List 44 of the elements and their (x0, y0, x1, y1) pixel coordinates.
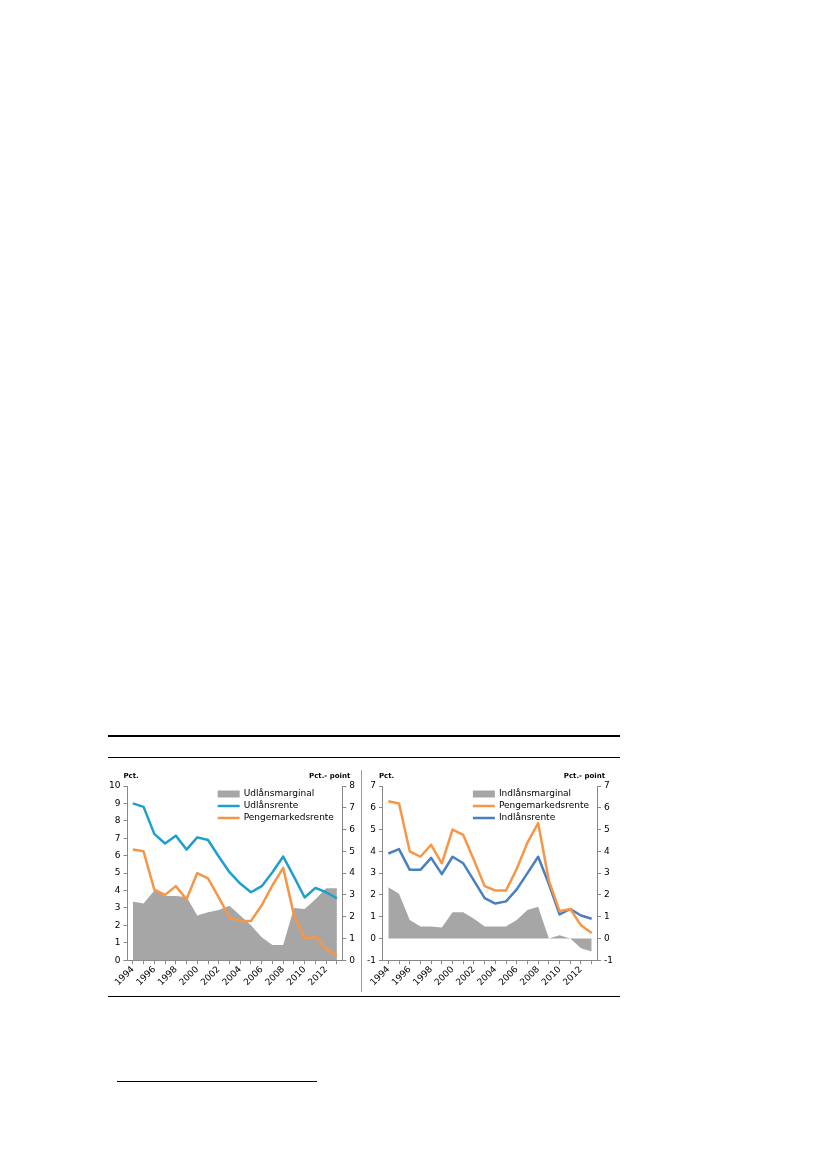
y-tick-label: 0 (370, 932, 377, 943)
y-tick-label: 2 (114, 919, 121, 930)
y2-tick-label: 0 (349, 954, 356, 965)
y-tick-label: 10 (109, 780, 121, 791)
y-tick-label: 4 (114, 884, 121, 895)
y2-tick-label: 3 (349, 889, 356, 900)
y2-tick-label: 4 (349, 867, 356, 878)
y2-tick-label: 1 (604, 910, 610, 921)
y-tick-label: 4 (370, 845, 377, 856)
legend-label: Indlånsmarginal (498, 788, 572, 799)
y2-tick-label: 7 (604, 780, 610, 791)
y2-tick-label: 4 (604, 845, 611, 856)
y-tick-label: 7 (370, 780, 376, 791)
y2-tick-label: 0 (604, 932, 611, 943)
y-tick-label: 9 (114, 797, 121, 808)
y2-tick-label: 6 (349, 823, 356, 834)
y-tick-label: 5 (370, 823, 376, 834)
legend-label: Pengemarkedsrente (243, 812, 335, 823)
y-tick-label: 2 (370, 889, 376, 900)
y2-tick-label: 8 (349, 780, 356, 791)
legend-label: Pengemarkedsrente (498, 800, 590, 811)
y2-tick-label: -1 (604, 954, 614, 965)
y-tick-label: 3 (370, 867, 376, 878)
y2-tick-label: 5 (604, 823, 610, 834)
y2-tick-label: 7 (349, 802, 356, 813)
y-tick-label: 3 (114, 902, 121, 913)
y2-tick-label: 2 (349, 910, 356, 921)
y-tick-label: 5 (114, 867, 121, 878)
y2-tick-label: 3 (604, 867, 610, 878)
y-tick-label: -1 (366, 954, 376, 965)
y-tick-label: 8 (114, 815, 121, 826)
y-tick-label: 1 (114, 937, 121, 948)
y-tick-label: 6 (370, 802, 377, 813)
y2-tick-label: 1 (349, 932, 356, 943)
y2-tick-label: 5 (349, 845, 356, 856)
legend-label: Indlånsrente (498, 812, 556, 823)
y2-tick-label: 2 (604, 889, 610, 900)
y-tick-label: 1 (370, 910, 376, 921)
y-tick-label: 6 (114, 850, 121, 861)
y2-tick-label: 6 (604, 802, 611, 813)
legend-label: Udlånsmarginal (243, 788, 315, 799)
y-tick-label: 7 (114, 832, 121, 843)
y-tick-label: 0 (114, 954, 121, 965)
legend-label: Udlånsrente (243, 800, 299, 811)
